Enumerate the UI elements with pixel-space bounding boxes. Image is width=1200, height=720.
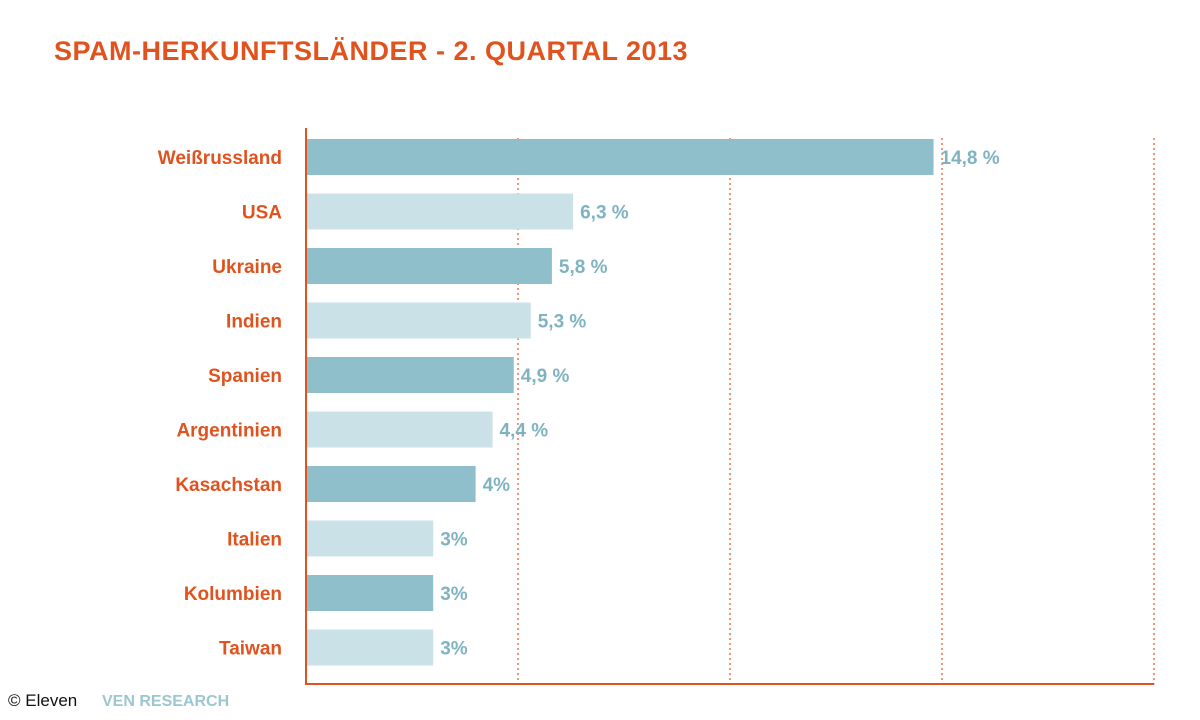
value-labels: 14,8 % 6,3 % 5,8 % 5,3 % 4,9 % 4,4 % 4% 3% 3% 3% <box>440 148 1000 660</box>
category-label-7: Italien <box>227 530 282 551</box>
category-label-4: Spanien <box>208 366 282 387</box>
value-label-9: 3% <box>440 639 468 660</box>
value-label-0: 14,8 % <box>941 148 1000 169</box>
credit-text: © Eleven <box>8 691 77 710</box>
category-label-1: USA <box>242 203 282 224</box>
value-label-2: 5,8 % <box>559 257 608 278</box>
bar-4 <box>306 357 514 393</box>
category-label-0: Weißrussland <box>158 148 282 169</box>
bar-8 <box>306 575 434 611</box>
bar-1 <box>306 193 574 230</box>
bar-0 <box>306 139 934 175</box>
category-labels: Weißrussland USA Ukraine Indien Spanien Argen… <box>158 148 283 660</box>
value-label-3: 5,3 % <box>538 312 587 333</box>
bar-5 <box>306 411 493 448</box>
credit: VEN RESEARCH © Eleven <box>8 691 229 710</box>
bar-9 <box>306 629 434 666</box>
axes <box>305 128 1154 685</box>
bars <box>306 139 934 666</box>
category-label-8: Kolumbien <box>184 584 282 605</box>
category-label-5: Argentinien <box>176 421 282 442</box>
value-label-5: 4,4 % <box>500 421 549 442</box>
value-label-4: 4,9 % <box>521 366 570 387</box>
value-label-8: 3% <box>440 584 468 605</box>
category-label-2: Ukraine <box>212 257 282 278</box>
value-label-1: 6,3 % <box>580 203 629 224</box>
chart-title: SPAM-HERKUNFTSLÄNDER - 2. QUARTAL 2013 <box>54 36 688 66</box>
bar-6 <box>306 466 476 502</box>
value-label-7: 3% <box>440 530 468 551</box>
value-label-6: 4% <box>483 475 511 496</box>
bar-3 <box>306 302 531 339</box>
category-label-6: Kasachstan <box>175 475 282 496</box>
bar-2 <box>306 248 552 284</box>
credit-research-text: VEN RESEARCH <box>102 693 229 710</box>
category-label-3: Indien <box>226 312 282 333</box>
category-label-9: Taiwan <box>219 639 282 660</box>
bar-7 <box>306 520 434 557</box>
